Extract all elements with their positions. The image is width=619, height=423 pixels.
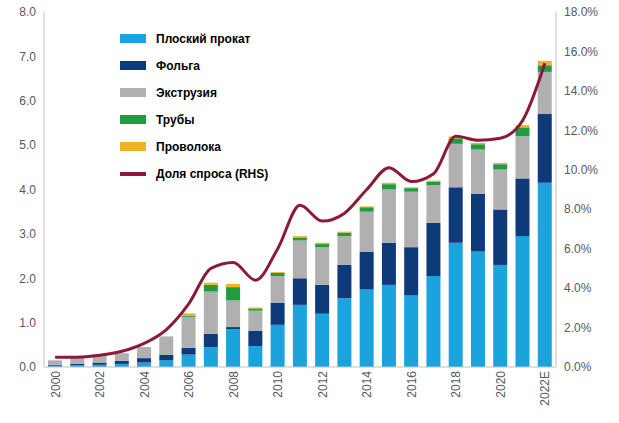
svg-text:2000: 2000 <box>49 371 63 398</box>
svg-text:2020: 2020 <box>494 371 508 398</box>
svg-text:2010: 2010 <box>271 371 285 398</box>
svg-text:12.0%: 12.0% <box>564 124 598 138</box>
svg-text:2.0%: 2.0% <box>564 321 592 335</box>
svg-text:2002: 2002 <box>93 371 107 398</box>
svg-text:4.0%: 4.0% <box>564 281 592 295</box>
svg-text:2014: 2014 <box>360 371 374 398</box>
svg-text:10.0%: 10.0% <box>564 163 598 177</box>
html-text:Проволока: Проволока <box>156 139 221 154</box>
svg-text:2022E: 2022E <box>538 371 552 406</box>
svg-text:3.0: 3.0 <box>19 227 36 241</box>
svg-text:7.0: 7.0 <box>19 50 36 64</box>
html-text:Трубы: Трубы <box>156 112 195 127</box>
svg-text:2008: 2008 <box>227 371 241 398</box>
svg-text:5.0: 5.0 <box>19 138 36 152</box>
html-text:Плоский прокат: Плоский прокат <box>156 31 251 46</box>
svg-text:16.0%: 16.0% <box>564 45 598 59</box>
svg-text:18.0%: 18.0% <box>564 5 598 19</box>
svg-text:1.0: 1.0 <box>19 316 36 330</box>
svg-text:6.0%: 6.0% <box>564 242 592 256</box>
svg-text:0.0%: 0.0% <box>564 360 592 374</box>
svg-text:6.0: 6.0 <box>19 94 36 108</box>
html-text:Экструзия: Экструзия <box>156 85 217 100</box>
svg-text:4.0: 4.0 <box>19 183 36 197</box>
svg-text:2016: 2016 <box>405 371 419 398</box>
svg-text:2.0: 2.0 <box>19 272 36 286</box>
svg-text:8.0%: 8.0% <box>564 202 592 216</box>
svg-text:2006: 2006 <box>182 371 196 398</box>
svg-text:2004: 2004 <box>138 371 152 398</box>
svg-text:2012: 2012 <box>316 371 330 398</box>
html-text:Фольга: Фольга <box>156 58 200 73</box>
svg-text:14.0%: 14.0% <box>564 84 598 98</box>
svg-text:8.0: 8.0 <box>19 5 36 19</box>
svg-text:0.0: 0.0 <box>19 360 36 374</box>
html-text:Доля спроса (RHS): Доля спроса (RHS) <box>156 166 269 181</box>
svg-text:2018: 2018 <box>449 371 463 398</box>
